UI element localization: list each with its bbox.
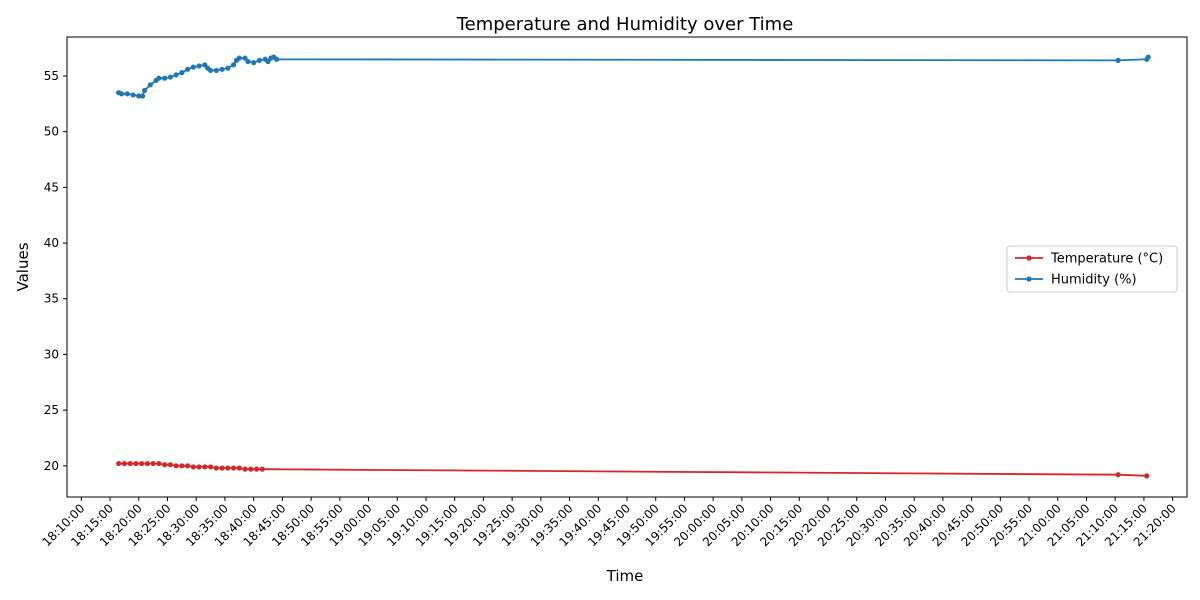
data-point xyxy=(139,460,145,467)
y-tick-label: 20 xyxy=(44,459,59,473)
y-tick-label: 30 xyxy=(44,347,59,361)
data-point xyxy=(207,464,214,470)
data-point xyxy=(140,93,146,99)
data-point xyxy=(219,66,225,72)
data-point xyxy=(130,92,136,98)
data-point xyxy=(256,57,263,63)
data-point xyxy=(173,72,179,78)
data-point xyxy=(124,91,130,97)
data-point xyxy=(213,465,219,471)
legend-swatch-marker xyxy=(1026,255,1032,261)
data-point xyxy=(162,462,168,468)
data-point xyxy=(1115,472,1121,478)
data-point xyxy=(1144,473,1150,479)
data-point xyxy=(185,66,191,72)
data-point xyxy=(190,464,196,470)
data-point xyxy=(147,82,153,88)
data-point xyxy=(230,62,237,68)
data-point xyxy=(156,460,162,467)
y-tick-label: 55 xyxy=(44,69,59,83)
y-tick-label: 35 xyxy=(44,292,59,306)
data-point xyxy=(162,75,168,81)
data-point xyxy=(213,67,219,74)
y-axis-label: Values xyxy=(14,242,32,291)
y-tick-label: 25 xyxy=(44,403,59,417)
y-tick-label: 45 xyxy=(44,180,59,194)
data-point xyxy=(242,466,248,472)
data-point xyxy=(225,65,231,71)
data-point xyxy=(185,463,191,469)
data-point xyxy=(1115,57,1121,63)
data-point xyxy=(179,463,185,469)
data-point xyxy=(225,465,231,471)
series-line-1 xyxy=(118,55,1149,97)
data-point xyxy=(1145,54,1151,60)
series-line-0 xyxy=(118,462,1147,477)
data-point xyxy=(274,56,280,62)
data-point xyxy=(127,460,133,467)
data-point xyxy=(251,60,257,66)
data-point xyxy=(259,466,265,472)
x-axis-label: Time xyxy=(606,567,644,585)
chart-title: Temperature and Humidity over Time xyxy=(456,14,794,35)
legend-swatch-marker xyxy=(1026,276,1032,282)
legend: Temperature (°C) Humidity (%) xyxy=(1006,245,1178,293)
data-point xyxy=(118,91,125,97)
data-point xyxy=(230,465,237,471)
data-point xyxy=(150,460,156,467)
data-point xyxy=(144,460,151,467)
x-axis: 18:10:0018:15:0018:20:0018:25:0018:30:00… xyxy=(39,497,1179,549)
data-point xyxy=(116,460,122,467)
data-point xyxy=(179,70,185,76)
data-point xyxy=(236,465,242,471)
data-point xyxy=(141,87,148,94)
data-point xyxy=(196,63,202,69)
y-tick-label: 50 xyxy=(44,125,59,139)
data-point xyxy=(253,466,260,472)
data-point xyxy=(207,67,214,74)
data-point xyxy=(196,464,202,470)
data-point xyxy=(133,460,139,467)
data-point xyxy=(173,463,179,469)
y-tick-label: 40 xyxy=(44,236,59,250)
data-point xyxy=(245,58,251,65)
data-point xyxy=(167,74,173,80)
data-point xyxy=(202,464,208,470)
data-point xyxy=(219,465,225,471)
data-point xyxy=(156,75,162,81)
data-point xyxy=(121,460,128,467)
legend-entry: Humidity (%) xyxy=(1051,273,1137,288)
y-axis: 20 25 30 35 40 45 50 55 xyxy=(44,69,67,473)
data-point xyxy=(236,55,242,61)
data-point xyxy=(190,64,196,70)
data-point xyxy=(167,462,173,468)
legend-entry: Temperature (°C) xyxy=(1050,252,1163,267)
legend-box xyxy=(1006,245,1178,293)
data-point xyxy=(248,466,254,472)
data-point xyxy=(136,93,142,99)
series-layer xyxy=(116,54,1151,479)
